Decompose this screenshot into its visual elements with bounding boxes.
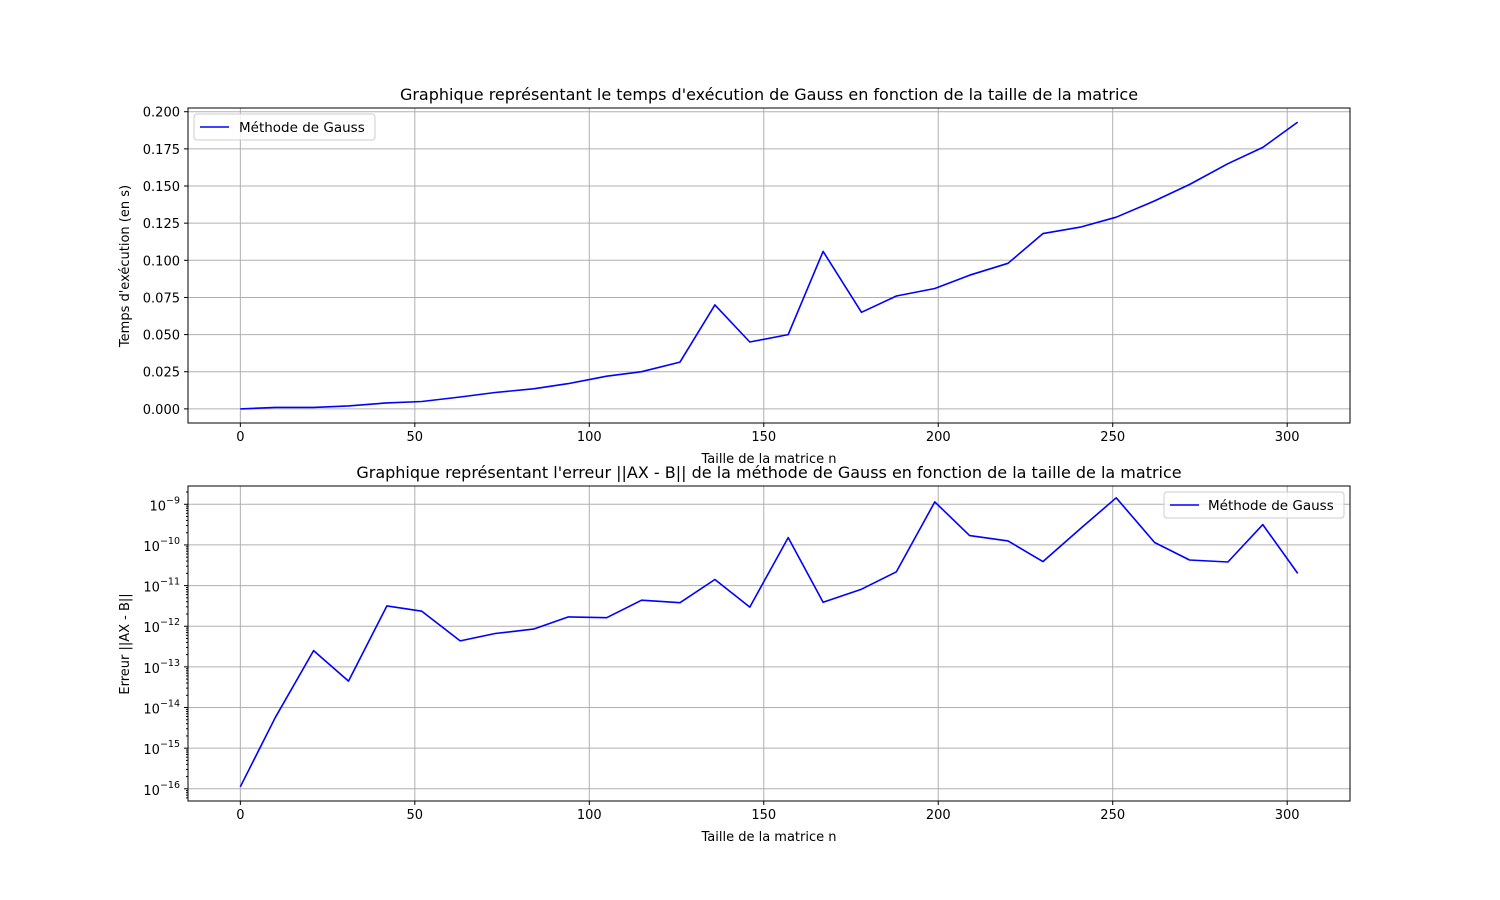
legend: Méthode de Gauss (193, 113, 376, 141)
y-tick-label: 0.125 (143, 217, 180, 232)
x-tick-label: 50 (407, 430, 424, 445)
x-tick-label: 100 (577, 808, 602, 823)
x-tick-label: 300 (1275, 430, 1300, 445)
axes-frame (187, 485, 1351, 802)
y-tick-label: 0.200 (143, 106, 180, 121)
legend-entry: Méthode de Gauss (1208, 498, 1334, 514)
legend-frame (193, 113, 376, 141)
y-tick-label: 0.000 (143, 403, 180, 418)
x-axis-ticks: 0 50 100 150 200 250 300 (236, 801, 1300, 823)
axes-frame (187, 107, 1351, 424)
x-tick-label: 200 (926, 430, 951, 445)
y-axis-label: Temps d'exécution (en s) (118, 185, 133, 348)
y-tick-label: 10−14 (143, 699, 180, 718)
x-tick-label: 100 (577, 430, 602, 445)
y-tick-label: 10−9 (149, 495, 180, 514)
y-tick-label: 0.025 (143, 366, 180, 381)
series-line (240, 121, 1299, 410)
grid (188, 108, 1350, 423)
execution-time-chart: Graphique représentant le temps d'exécut… (118, 85, 1351, 467)
x-axis-label: Taille de la matrice n (700, 830, 836, 845)
x-tick-label: 200 (926, 808, 951, 823)
x-tick-label: 300 (1275, 808, 1300, 823)
x-tick-label: 0 (236, 808, 244, 823)
y-tick-label: 10−10 (143, 536, 180, 555)
x-tick-label: 150 (751, 808, 776, 823)
y-tick-label: 10−12 (143, 617, 180, 636)
x-tick-label: 50 (407, 808, 424, 823)
y-tick-label: 0.075 (143, 291, 180, 306)
x-tick-label: 0 (236, 430, 244, 445)
error-chart: Graphique représentant l'erreur ||AX - B… (118, 463, 1351, 845)
x-axis-ticks: 0 50 100 150 200 250 300 (236, 423, 1300, 445)
x-axis-label: Taille de la matrice n (700, 452, 836, 467)
legend-frame (1163, 491, 1345, 519)
chart-title: Graphique représentant le temps d'exécut… (400, 85, 1138, 104)
y-tick-label: 0.100 (143, 254, 180, 269)
y-tick-label: 0.050 (143, 329, 180, 344)
y-tick-label: 10−16 (143, 780, 180, 799)
chart-title: Graphique représentant l'erreur ||AX - B… (356, 463, 1181, 482)
y-axis-ticks: 0.000 0.025 0.050 0.075 0.100 0.125 0.150 0.175… (143, 106, 188, 418)
series-line (239, 496, 1299, 788)
y-tick-label: 10−13 (143, 658, 180, 677)
y-tick-label: 0.175 (143, 143, 180, 158)
legend: Méthode de Gauss (1163, 491, 1345, 519)
y-tick-label: 0.150 (143, 180, 180, 195)
y-tick-label: 10−11 (143, 577, 180, 596)
series-lines (240, 121, 1299, 410)
x-tick-label: 250 (1100, 808, 1125, 823)
legend-entry: Méthode de Gauss (239, 120, 365, 136)
y-tick-label: 10−15 (143, 739, 180, 758)
x-tick-label: 150 (751, 430, 776, 445)
x-tick-label: 250 (1100, 430, 1125, 445)
grid (188, 486, 1350, 801)
y-axis-ticks: 10−16 10−15 10−14 10−13 10−12 10−11 10−10 10−9 (143, 491, 188, 799)
series-lines (239, 496, 1299, 788)
y-axis-label: Erreur ||AX - B|| (118, 593, 133, 694)
